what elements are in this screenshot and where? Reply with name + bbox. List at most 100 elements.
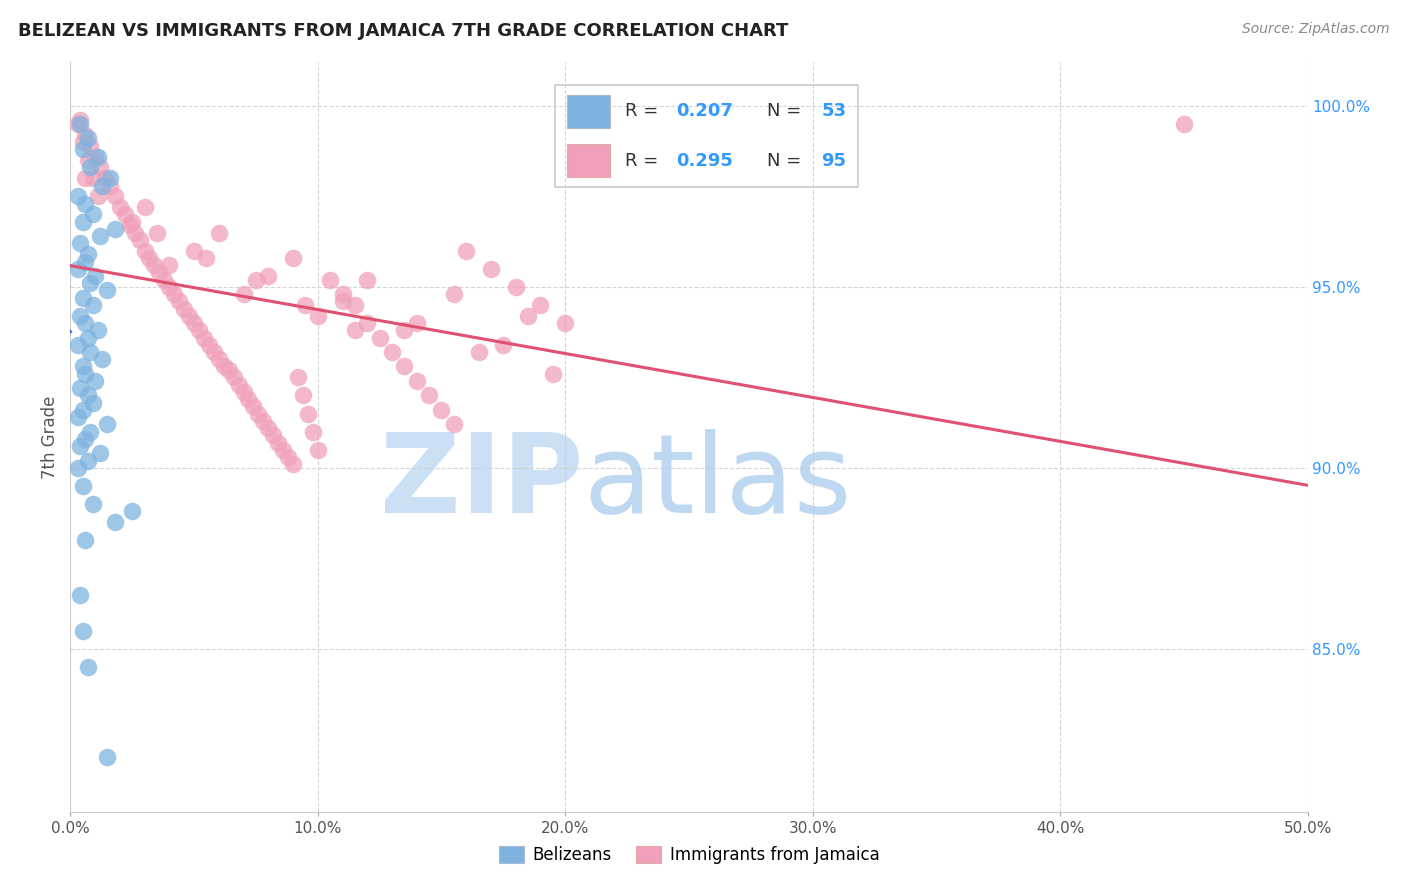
Point <box>82 207 104 221</box>
Text: 53: 53 <box>821 103 846 120</box>
Point <box>66 338 89 352</box>
Point <box>89 229 111 244</box>
Point <box>188 323 211 337</box>
Point <box>517 309 540 323</box>
Point <box>143 258 166 272</box>
Point <box>307 309 329 323</box>
Point <box>69 439 91 453</box>
Point <box>76 660 98 674</box>
Point <box>72 359 94 374</box>
Point <box>72 142 94 156</box>
Point <box>153 272 176 286</box>
Point <box>69 113 91 128</box>
Point <box>356 272 378 286</box>
Point <box>332 294 354 309</box>
Point <box>98 178 121 193</box>
Point <box>66 410 89 425</box>
Point <box>75 171 97 186</box>
Point <box>86 150 108 164</box>
Point <box>89 446 111 460</box>
Point <box>104 222 127 236</box>
Point <box>114 207 136 221</box>
Point <box>96 284 118 298</box>
Point <box>146 226 169 240</box>
Point <box>66 460 89 475</box>
Legend: Belizeans, Immigrants from Jamaica: Belizeans, Immigrants from Jamaica <box>492 839 886 871</box>
Point <box>381 345 404 359</box>
Point <box>72 624 94 638</box>
Text: N =: N = <box>768 103 807 120</box>
Point <box>76 453 98 467</box>
Point <box>232 384 254 399</box>
Point <box>456 244 478 258</box>
Point <box>218 363 240 377</box>
Point <box>98 171 121 186</box>
Point <box>96 750 118 764</box>
Text: R =: R = <box>624 152 664 169</box>
Bar <box>568 145 610 177</box>
Text: atlas: atlas <box>583 428 852 535</box>
Point <box>529 298 551 312</box>
Point <box>368 330 391 344</box>
Point <box>124 226 146 240</box>
Point <box>79 277 101 291</box>
Text: R =: R = <box>624 103 664 120</box>
Point <box>222 370 245 384</box>
Point <box>104 189 127 203</box>
Point <box>96 417 118 432</box>
Point <box>1173 117 1195 131</box>
Text: BELIZEAN VS IMMIGRANTS FROM JAMAICA 7TH GRADE CORRELATION CHART: BELIZEAN VS IMMIGRANTS FROM JAMAICA 7TH … <box>18 22 789 40</box>
Point <box>287 370 309 384</box>
Point <box>271 442 294 457</box>
Point <box>208 352 231 367</box>
Point <box>195 251 218 265</box>
Point <box>76 153 98 168</box>
Point <box>91 178 114 193</box>
Point <box>467 345 489 359</box>
Point <box>198 338 221 352</box>
Point <box>138 251 160 265</box>
Point <box>356 316 378 330</box>
Point <box>257 421 280 435</box>
Point <box>232 287 254 301</box>
Point <box>75 128 97 142</box>
Point <box>228 377 250 392</box>
Point <box>75 196 97 211</box>
Point <box>343 298 366 312</box>
Point <box>89 161 111 175</box>
Point <box>157 280 180 294</box>
Point <box>75 367 97 381</box>
Point <box>479 261 502 276</box>
Point <box>69 588 91 602</box>
Point <box>294 298 316 312</box>
Point <box>82 497 104 511</box>
Point <box>104 515 127 529</box>
Point <box>238 392 260 406</box>
Point <box>76 131 98 145</box>
Point <box>86 323 108 337</box>
Point <box>69 117 91 131</box>
Point <box>86 189 108 203</box>
Point <box>69 381 91 395</box>
Point <box>267 435 290 450</box>
Point <box>75 316 97 330</box>
Point <box>257 268 280 283</box>
Point <box>79 345 101 359</box>
Point <box>247 407 270 421</box>
Point <box>84 374 107 388</box>
Point <box>134 200 156 214</box>
Point <box>193 330 215 344</box>
Point <box>183 316 205 330</box>
Point <box>72 215 94 229</box>
Point <box>394 323 416 337</box>
Point <box>183 244 205 258</box>
Point <box>157 258 180 272</box>
Point <box>75 254 97 268</box>
Point <box>291 388 314 402</box>
Point <box>541 367 564 381</box>
Text: N =: N = <box>768 152 807 169</box>
Point <box>242 400 264 414</box>
Point <box>79 425 101 439</box>
Point <box>405 374 427 388</box>
Point <box>72 403 94 417</box>
